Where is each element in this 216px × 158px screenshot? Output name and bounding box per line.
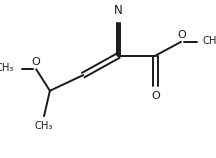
Text: CH₃: CH₃ [0,63,14,73]
Text: O: O [32,57,41,67]
Text: CH₃: CH₃ [35,121,53,131]
Text: O: O [151,91,160,101]
Text: N: N [114,4,123,17]
Text: CH₃: CH₃ [203,36,216,46]
Text: O: O [177,30,186,40]
